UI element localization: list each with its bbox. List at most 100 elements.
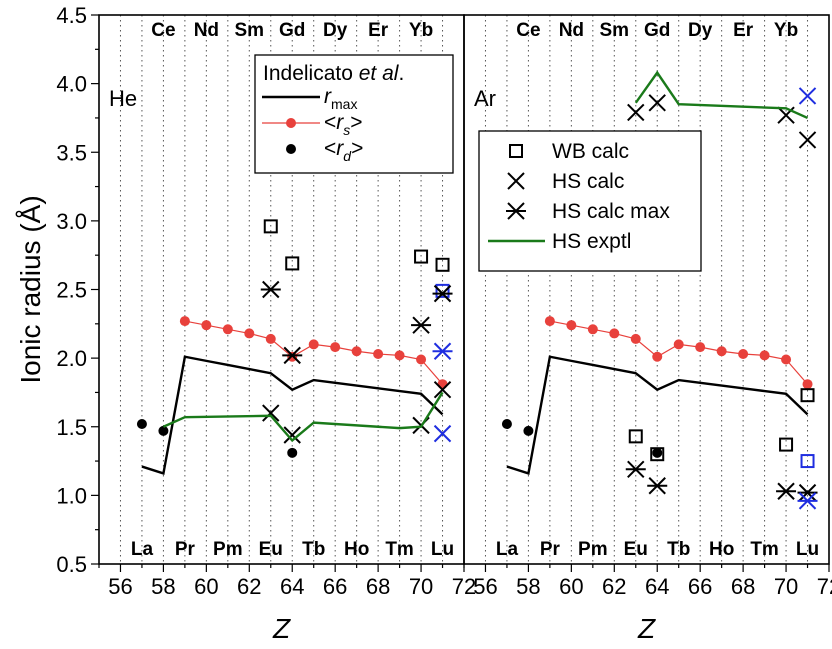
data-point	[648, 94, 666, 112]
legend-right: WB calc HS calc HS calc max HS exptl	[478, 130, 702, 272]
element-label-bottom: Ho	[709, 539, 734, 560]
element-label-top: Gd	[644, 20, 670, 41]
x-tick-label: 64	[280, 574, 304, 599]
x-tick-label: 62	[237, 574, 261, 599]
legend-sample-marker	[286, 118, 296, 128]
data-point	[287, 447, 298, 458]
element-label-bottom: Lu	[431, 539, 454, 560]
legend-sample-marker	[286, 144, 296, 154]
x-tick-label: 58	[516, 574, 540, 599]
x-tick-label: 60	[194, 574, 218, 599]
chart-panel-he: 56 58 60 62 64 66 68 70 72 0.5 1.0 1.5 2.0 2.5 3.0 3.5 4…	[15, 3, 476, 644]
legend-entry: <rd>	[324, 137, 363, 164]
series-wb-calc-blue-	[435, 283, 450, 298]
data-point	[652, 351, 663, 362]
series-hs-calc-max-blue-	[432, 342, 453, 360]
data-point	[136, 419, 147, 430]
element-label-top: Nd	[559, 20, 584, 41]
data-point	[351, 346, 362, 357]
x-tick-label: 70	[774, 574, 798, 599]
data-point	[416, 354, 427, 365]
series-wb-calc-blue-	[800, 454, 815, 469]
series-wb-calc	[628, 388, 815, 462]
data-point	[394, 350, 405, 361]
data-point	[652, 447, 663, 458]
data-point	[609, 328, 620, 339]
data-point	[779, 437, 794, 452]
data-point	[179, 316, 190, 327]
y-tick-label: 1.0	[56, 483, 87, 508]
x-tick-label: 56	[473, 574, 497, 599]
x-tick-label: 72	[452, 574, 476, 599]
data-point	[501, 419, 512, 430]
data-point	[630, 333, 641, 344]
x-tick-label: 66	[688, 574, 712, 599]
element-label-bottom: Pm	[578, 539, 608, 560]
series-hs-calc-blue-	[798, 87, 817, 105]
legend-sample	[506, 202, 526, 220]
data-point	[587, 324, 598, 335]
data-point	[244, 328, 255, 339]
data-point	[437, 379, 448, 390]
element-label-top: Er	[368, 20, 389, 41]
data-point	[797, 483, 818, 502]
panel-label: Ar	[474, 86, 496, 111]
data-point	[647, 477, 668, 495]
element-label-bottom: Pr	[175, 539, 196, 560]
series-r-max	[141, 355, 444, 475]
legend-entry: HS exptl	[552, 230, 631, 253]
legend-entry: <rs>	[324, 111, 363, 138]
data-point	[282, 346, 303, 365]
data-point	[260, 280, 281, 299]
element-label-bottom: Tm	[750, 539, 779, 560]
series-hs-calc-max-blue-	[797, 492, 818, 510]
element-label-top: Sm	[235, 20, 265, 41]
x-tick-label: 66	[323, 574, 347, 599]
legend-title: Indelicato et al.	[263, 62, 404, 85]
data-point	[738, 349, 749, 360]
data-point	[285, 256, 300, 271]
legend-frame	[254, 54, 454, 174]
x-axis-title: Z	[272, 613, 291, 644]
axes-frame	[463, 14, 830, 565]
element-label-bottom: Pr	[540, 539, 561, 560]
data-point	[283, 426, 301, 444]
series-r-s	[544, 316, 813, 390]
data-point	[265, 333, 276, 344]
legend-sample	[507, 172, 525, 190]
y-axis-title: Ionic radius (Å)	[15, 195, 46, 383]
legend-left: Indelicato et al.rmax<rs><rd>	[254, 54, 454, 174]
data-point	[432, 342, 453, 360]
element-label-top: Sm	[600, 20, 630, 41]
element-label-top: Ce	[151, 20, 175, 41]
data-point	[263, 219, 278, 234]
legend-entry: HS calc max	[552, 200, 670, 223]
data-point	[627, 103, 645, 122]
data-point	[158, 425, 169, 436]
element-label-bottom: Tb	[302, 539, 325, 560]
legend-entry: rmax	[324, 85, 357, 112]
data-point	[330, 342, 341, 353]
x-tick-label: 68	[731, 574, 755, 599]
data-point	[802, 379, 813, 390]
data-point	[800, 454, 815, 469]
series-wb-calc	[263, 219, 450, 272]
panel-label: He	[109, 86, 137, 111]
y-tick-label: 2.5	[56, 278, 87, 303]
x-tick-label: 60	[559, 574, 583, 599]
element-label-top: Yb	[409, 20, 433, 41]
element-label-top: Yb	[774, 20, 798, 41]
y-tick-label: 3.5	[56, 140, 87, 165]
series-hs-calc-blue-	[433, 424, 452, 443]
y-tick-label: 0.5	[56, 552, 87, 577]
series-line	[506, 355, 809, 475]
data-point	[201, 320, 212, 331]
data-point	[695, 342, 706, 353]
data-point	[262, 404, 280, 422]
chart-panel-ar: 56 58 60 62 64 66 68 70 72 Ce Nd Sm Gd Dy Er Yb La Pr Pm Eu…	[463, 14, 832, 644]
series-hs-calc-max	[260, 280, 453, 365]
x-tick-label: 62	[602, 574, 626, 599]
data-point	[222, 324, 233, 335]
element-label-top: Gd	[279, 20, 305, 41]
